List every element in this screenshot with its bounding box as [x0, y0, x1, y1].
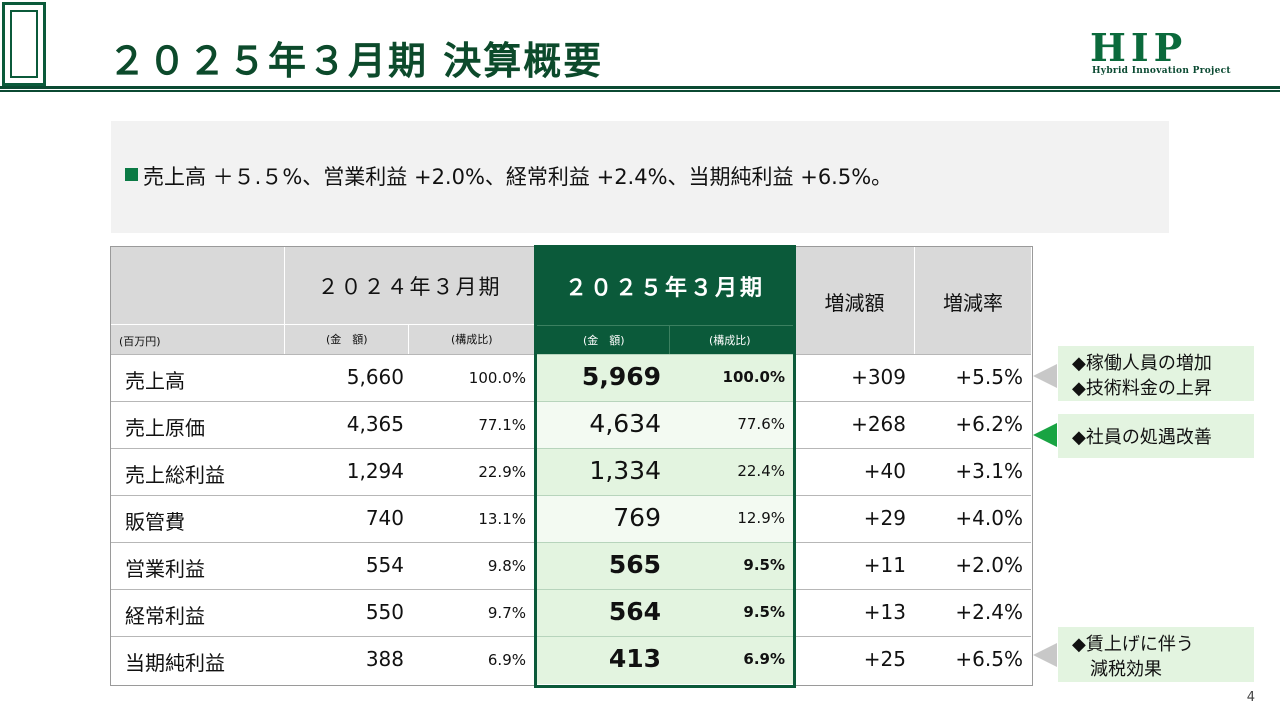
row-label: 営業利益	[125, 557, 205, 581]
prev-amount: 4,365	[346, 412, 404, 436]
prev-amount: 1,294	[346, 459, 404, 483]
current-year-column: ２０２５年３月期 (金 額) (構成比) 5,969 100.0% 4,634 77.…	[534, 245, 796, 688]
header-prev-ratio: (構成比)	[451, 333, 493, 346]
diff-rate: +4.0%	[955, 506, 1023, 530]
header-diff: 増減額	[824, 291, 885, 315]
header-curr-year: ２０２５年３月期	[564, 276, 765, 301]
diff-amount: +29	[863, 506, 906, 530]
curr-amount: 413	[608, 644, 661, 673]
curr-amount: 5,969	[581, 362, 661, 391]
callout-sales-line1: ◆稼働人員の増加	[1072, 353, 1212, 374]
diff-amount: +11	[863, 553, 906, 577]
curr-ratio: 12.9%	[737, 509, 785, 527]
prev-ratio: 9.8%	[487, 557, 526, 575]
curr-ratio: 6.9%	[743, 650, 785, 668]
current-year-row: 1,334 22.4%	[537, 448, 793, 496]
diff-amount: +13	[863, 600, 906, 624]
summary-box: 売上高 ＋５.５%、営業利益 +2.0%、経常利益 +2.4%、当期純利益 +6…	[111, 121, 1169, 233]
current-year-row: 5,969 100.0%	[537, 354, 793, 402]
diff-rate: +5.5%	[955, 365, 1023, 389]
callout-arrow-gray-icon	[1033, 643, 1057, 667]
prev-ratio: 13.1%	[478, 510, 526, 528]
logo-mark: HIP	[1090, 25, 1188, 70]
page-number: 4	[1246, 690, 1255, 705]
callout-arrow-green-icon	[1033, 423, 1057, 447]
header-prev-year: ２０２４年３月期	[317, 275, 502, 299]
row-label: 当期純利益	[125, 651, 225, 675]
company-logo: HIP Hybrid Innovation Project	[1090, 28, 1260, 78]
row-label: 販管費	[125, 510, 185, 534]
bullet-square-icon	[125, 168, 138, 181]
curr-amount: 1,334	[589, 456, 661, 485]
diff-rate: +2.0%	[955, 553, 1023, 577]
prev-ratio: 100.0%	[468, 369, 526, 387]
callout-cost: ◆社員の処遇改善	[1058, 414, 1254, 458]
callout-sales-line2: ◆技術料金の上昇	[1072, 378, 1212, 399]
header-curr-ratio: (構成比)	[709, 334, 751, 347]
diff-amount: +268	[851, 412, 906, 436]
curr-amount: 565	[608, 550, 661, 579]
current-year-header: ２０２５年３月期 (金 額) (構成比)	[537, 248, 793, 354]
prev-ratio: 9.7%	[487, 604, 526, 622]
prev-ratio: 77.1%	[478, 416, 526, 434]
row-label: 売上総利益	[125, 463, 225, 487]
callout-sales: ◆稼働人員の増加 ◆技術料金の上昇	[1058, 346, 1254, 401]
curr-ratio: 77.6%	[737, 415, 785, 433]
current-year-row: 769 12.9%	[537, 495, 793, 543]
row-label: 経常利益	[125, 604, 205, 628]
current-year-row: 4,634 77.6%	[537, 401, 793, 449]
summary-text: 売上高 ＋５.５%、営業利益 +2.0%、経常利益 +2.4%、当期純利益 +6…	[143, 165, 893, 189]
curr-amount: 769	[613, 503, 661, 532]
callout-cost-line: ◆社員の処遇改善	[1072, 427, 1212, 448]
logo-tagline: Hybrid Innovation Project	[1092, 66, 1231, 76]
curr-ratio: 22.4%	[737, 462, 785, 480]
diff-rate: +6.5%	[955, 647, 1023, 671]
header-divider	[0, 86, 1280, 89]
row-label: 売上高	[125, 369, 185, 393]
curr-amount: 4,634	[589, 409, 661, 438]
curr-ratio: 100.0%	[722, 368, 785, 386]
diff-rate: +3.1%	[955, 459, 1023, 483]
curr-ratio: 9.5%	[743, 603, 785, 621]
curr-amount: 564	[608, 597, 661, 626]
diff-amount: +25	[863, 647, 906, 671]
prev-amount: 388	[365, 647, 404, 671]
callout-net-line1: ◆賃上げに伴う	[1072, 634, 1194, 655]
prev-amount: 740	[365, 506, 404, 530]
prev-amount: 5,660	[346, 365, 404, 389]
prev-amount: 550	[365, 600, 404, 624]
prev-ratio: 22.9%	[478, 463, 526, 481]
current-year-row: 413 6.9%	[537, 636, 793, 684]
diff-amount: +309	[851, 365, 906, 389]
diff-rate: +6.2%	[955, 412, 1023, 436]
prev-amount: 554	[365, 553, 404, 577]
current-year-row: 565 9.5%	[537, 542, 793, 590]
callout-net-line2: 減税効果	[1090, 659, 1162, 680]
callout-net-income: ◆賃上げに伴う 減税効果	[1058, 627, 1254, 682]
diff-rate: +2.4%	[955, 600, 1023, 624]
header-frame-icon	[2, 2, 46, 86]
diff-amount: +40	[863, 459, 906, 483]
curr-ratio: 9.5%	[743, 556, 785, 574]
page-title: ２０２５年３月期 決算概要	[108, 39, 604, 83]
prev-ratio: 6.9%	[487, 651, 526, 669]
row-label: 売上原価	[125, 416, 205, 440]
header-divider-thin	[0, 90, 1280, 92]
current-year-row: 564 9.5%	[537, 589, 793, 637]
callout-arrow-gray-icon	[1033, 364, 1057, 388]
header-curr-amount: (金 額)	[583, 334, 625, 347]
header-rate: 増減率	[943, 291, 1003, 315]
unit-label: (百万円)	[119, 335, 161, 348]
header-prev-amount: (金 額)	[326, 333, 368, 346]
